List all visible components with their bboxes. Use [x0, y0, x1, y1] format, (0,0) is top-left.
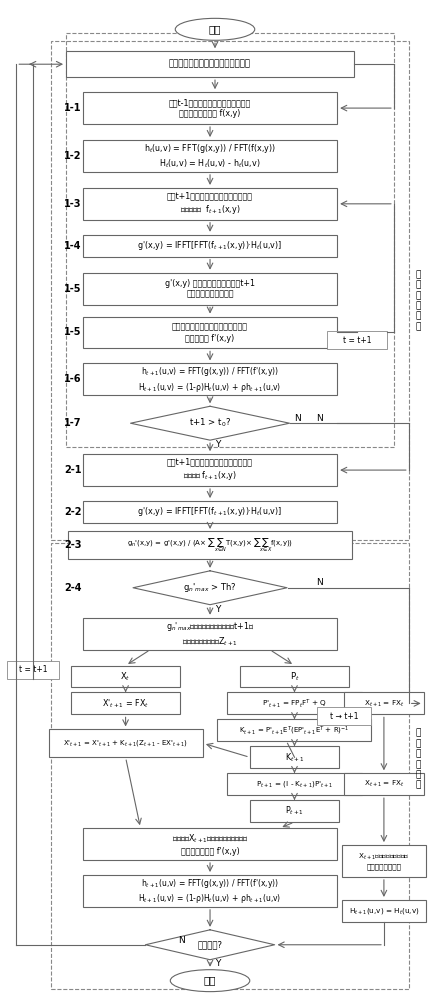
- Text: 视频结束?: 视频结束?: [197, 940, 222, 949]
- Bar: [83, 188, 336, 220]
- Ellipse shape: [175, 18, 254, 40]
- Text: Y: Y: [215, 605, 220, 614]
- Bar: [49, 729, 202, 757]
- Text: X$_t$: X$_t$: [120, 670, 130, 683]
- Bar: [227, 692, 361, 714]
- Bar: [83, 92, 336, 124]
- Text: 在第t+1帧图像中的原目标位置取图像
空间上下文  f$_{t+1}$(x,y): 在第t+1帧图像中的原目标位置取图像 空间上下文 f$_{t+1}$(x,y): [167, 191, 252, 216]
- Text: 目
标
预
测
流
程: 目 标 预 测 流 程: [415, 729, 421, 790]
- Text: K$_{t+1}$: K$_{t+1}$: [284, 751, 304, 764]
- Polygon shape: [130, 406, 289, 440]
- Text: 在第t-1帧图像中手动选择目标并取目
标图像空间上下文 f(x,y): 在第t-1帧图像中手动选择目标并取目 标图像空间上下文 f(x,y): [169, 98, 251, 118]
- Text: g$_n$'(x,y) = g'(x,y) / (A× $\sum\sum_{x∈N}$T(x,y)× $\sum\sum_{x∈X}$f(x,y)): g$_n$'(x,y) = g'(x,y) / (A× $\sum\sum_{x…: [127, 536, 292, 554]
- Bar: [249, 800, 338, 822]
- Text: 2-2: 2-2: [64, 507, 82, 517]
- Bar: [249, 746, 338, 768]
- Text: 2-1: 2-1: [64, 465, 82, 475]
- Text: 1-7: 1-7: [64, 418, 82, 428]
- Bar: [326, 331, 386, 349]
- Text: 在新位置X$_{t+1}$处画目标框，选取目标
图像空间上下文 f'(x,y): 在新位置X$_{t+1}$处画目标框，选取目标 图像空间上下文 f'(x,y): [171, 832, 248, 856]
- Text: N: N: [293, 414, 300, 423]
- Text: 开始: 开始: [208, 24, 221, 34]
- Text: g'(x,y) = IFFT[FFT(f$_{t+1}$(x,y))·H$_t$(u,v)]: g'(x,y) = IFFT[FFT(f$_{t+1}$(x,y))·H$_t$…: [137, 505, 282, 518]
- Text: Y: Y: [215, 959, 220, 968]
- Text: t = t+1: t = t+1: [19, 665, 47, 674]
- Bar: [341, 845, 425, 877]
- Bar: [7, 661, 59, 679]
- Text: P$_{t+1}$: P$_{t+1}$: [284, 805, 303, 817]
- Text: t+1 > t$_0$?: t+1 > t$_0$?: [188, 417, 230, 429]
- Bar: [66, 33, 393, 447]
- Bar: [344, 773, 423, 795]
- Text: N: N: [178, 936, 185, 945]
- Text: 1-5: 1-5: [64, 327, 82, 337]
- Text: 1-2: 1-2: [64, 151, 82, 161]
- Text: X$_{t+1}$ = FX$_t$: X$_{t+1}$ = FX$_t$: [363, 779, 403, 789]
- Bar: [83, 828, 336, 860]
- Bar: [83, 618, 336, 650]
- Bar: [83, 454, 336, 486]
- Bar: [341, 900, 425, 922]
- Text: P'$_{t+1}$ = FP$_t$F$^T$ + Q: P'$_{t+1}$ = FP$_t$F$^T$ + Q: [261, 697, 326, 710]
- Text: X'$_{t+1}$ = FX$_t$: X'$_{t+1}$ = FX$_t$: [102, 697, 149, 710]
- Bar: [71, 666, 180, 687]
- Text: X$_{t+1}$即预测所得目标位置
在新位置画目标框: X$_{t+1}$即预测所得目标位置 在新位置画目标框: [357, 852, 408, 870]
- Text: 1-4: 1-4: [64, 241, 82, 251]
- Text: K$_{t+1}$ = P'$_{t+1}$E$^T$(EP'$_{t+1}$E$^T$ + R)$^{-1}$: K$_{t+1}$ = P'$_{t+1}$E$^T$(EP'$_{t+1}$E…: [239, 724, 349, 737]
- Bar: [68, 531, 351, 559]
- Text: h$_t$(u,v) = FFT(g(x,y)) / FFT(f(x,y))
H$_t$(u,v) = H$_t$(u,v) - h$_t$(u,v): h$_t$(u,v) = FFT(g(x,y)) / FFT(f(x,y)) H…: [144, 142, 276, 170]
- Bar: [83, 273, 336, 305]
- Text: t → t+1: t → t+1: [329, 712, 358, 721]
- Bar: [344, 692, 423, 714]
- Text: N: N: [315, 414, 322, 423]
- Text: X'$_{t+1}$ = X'$_{t+1}$ + K$_{t+1}$(Z$_{t+1}$ - EX'$_{t+1}$): X'$_{t+1}$ = X'$_{t+1}$ + K$_{t+1}$(Z$_{…: [63, 738, 187, 748]
- Bar: [239, 666, 348, 687]
- Text: X$_{t+1}$ = FX$_t$: X$_{t+1}$ = FX$_t$: [363, 698, 403, 709]
- Text: 1-6: 1-6: [64, 374, 82, 384]
- Text: g'(x,y) 最大值所在的位置即第t+1
帧图像中目标所在位置: g'(x,y) 最大值所在的位置即第t+1 帧图像中目标所在位置: [165, 279, 255, 299]
- Text: 1-5: 1-5: [64, 284, 82, 294]
- Text: 2-4: 2-4: [64, 583, 82, 593]
- Bar: [71, 692, 180, 714]
- Bar: [227, 773, 361, 795]
- Text: h$_{t+1}$(u,v) = FFT(g(x,y)) / FFT(f'(x,y))
H$_{t+1}$(u,v) = (1-ρ)H$_t$(u,v) + ρ: h$_{t+1}$(u,v) = FFT(g(x,y)) / FFT(f'(x,…: [138, 365, 281, 394]
- Ellipse shape: [170, 970, 249, 992]
- Text: N: N: [315, 578, 322, 587]
- Bar: [83, 501, 336, 523]
- Polygon shape: [145, 930, 274, 960]
- Text: 在新位置框选目标，并选取目标图像
空间上下文 f'(x,y): 在新位置框选目标，并选取目标图像 空间上下文 f'(x,y): [172, 322, 247, 343]
- Polygon shape: [133, 571, 286, 605]
- Bar: [83, 363, 336, 395]
- Text: P$_{t+1}$ = (I - K$_{t+1}$)P'$_{t+1}$: P$_{t+1}$ = (I - K$_{t+1}$)P'$_{t+1}$: [255, 779, 332, 789]
- Bar: [83, 317, 336, 348]
- Text: 结束: 结束: [203, 976, 216, 986]
- Text: t = t+1: t = t+1: [342, 336, 371, 345]
- Text: 2-3: 2-3: [64, 540, 82, 550]
- Bar: [83, 235, 336, 257]
- Text: 目
标
检
测
流
程: 目 标 检 测 流 程: [415, 270, 421, 331]
- Bar: [83, 875, 336, 907]
- Bar: [217, 719, 371, 741]
- Text: 在第t+1帧图像中原位置取目标图像空
间上下文 f$_{t+1}$(x,y): 在第t+1帧图像中原位置取目标图像空 间上下文 f$_{t+1}$(x,y): [167, 458, 252, 482]
- Text: Y: Y: [215, 440, 220, 449]
- Text: g$_n$'$_{max}$所在的位置即检测到的第t+1帧
图像中目标所在位置Z$_{t+1}$: g$_n$'$_{max}$所在的位置即检测到的第t+1帧 图像中目标所在位置Z…: [165, 620, 254, 648]
- Text: H$_{t+1}$(u,v) = H$_t$(u,v): H$_{t+1}$(u,v) = H$_t$(u,v): [348, 906, 418, 916]
- Text: P$_t$: P$_t$: [289, 670, 298, 683]
- Text: 初始化目标检测方法、目标预测方法: 初始化目标检测方法、目标预测方法: [169, 60, 250, 69]
- Text: 1-1: 1-1: [64, 103, 82, 113]
- Bar: [83, 140, 336, 172]
- Text: h$_{t+1}$(u,v) = FFT(g(x,y)) / FFT(f'(x,y))
H$_{t+1}$(u,v) = (1-ρ)H$_t$(u,v) + ρ: h$_{t+1}$(u,v) = FFT(g(x,y)) / FFT(f'(x,…: [138, 877, 281, 905]
- Text: g$_n$'$_{max}$ > Th?: g$_n$'$_{max}$ > Th?: [183, 581, 236, 594]
- Text: g'(x,y) = IFFT[FFT(f$_{t+1}$(x,y))·H$_t$(u,v)]: g'(x,y) = IFFT[FFT(f$_{t+1}$(x,y))·H$_t$…: [137, 239, 282, 252]
- Bar: [66, 51, 353, 77]
- Bar: [51, 543, 408, 989]
- Bar: [316, 707, 371, 725]
- Text: 1-3: 1-3: [64, 199, 82, 209]
- Bar: [51, 41, 408, 540]
